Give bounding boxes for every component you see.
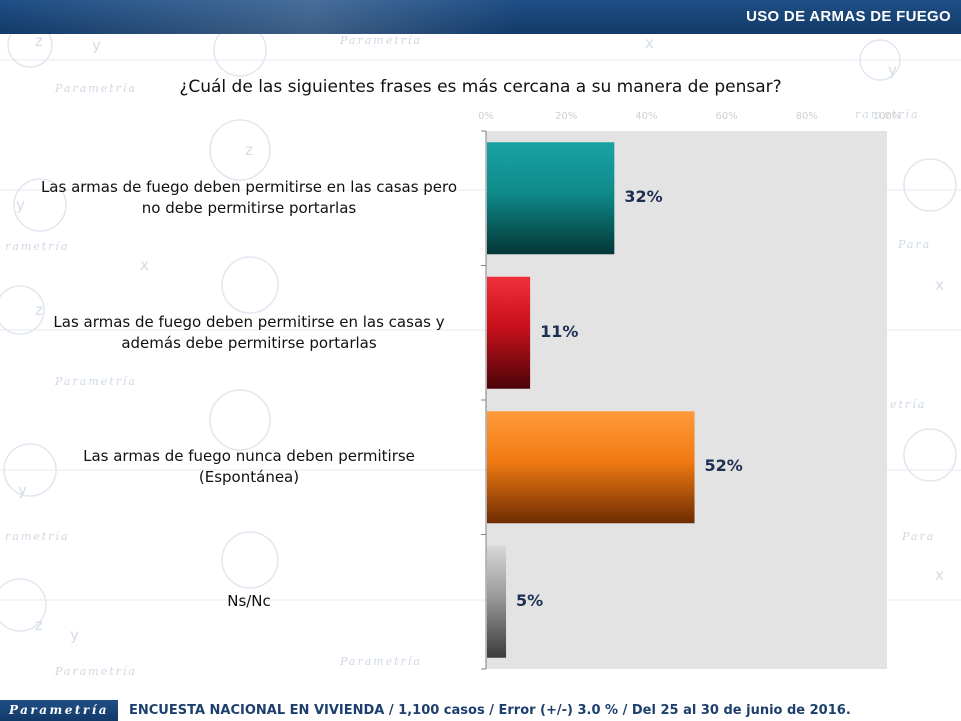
svg-text:Para: Para bbox=[897, 238, 931, 251]
value-label: 5% bbox=[516, 590, 544, 610]
svg-text:x: x bbox=[935, 276, 944, 294]
svg-text:etría: etría bbox=[890, 398, 926, 411]
bar-2 bbox=[487, 411, 695, 524]
svg-text:x: x bbox=[935, 566, 944, 584]
svg-text:Parametría: Parametría bbox=[54, 82, 137, 95]
svg-text:Parametría: Parametría bbox=[54, 375, 137, 388]
category-label-line1: Las armas de fuego deben permitirse en l… bbox=[40, 178, 458, 197]
x-tick-label: 100% bbox=[872, 111, 902, 122]
svg-text:y: y bbox=[888, 61, 897, 79]
question-text: ¿Cuál de las siguientes frases es más ce… bbox=[179, 77, 782, 97]
svg-text:rametría: rametría bbox=[855, 108, 920, 121]
category-label-line1: Las armas de fuego nunca deben permitirs… bbox=[83, 447, 415, 466]
header-band: USO DE ARMAS DE FUEGO bbox=[0, 0, 961, 34]
bar-3 bbox=[487, 545, 507, 658]
svg-text:Parametría: Parametría bbox=[339, 655, 422, 668]
svg-text:y: y bbox=[70, 626, 79, 644]
category-label-line1: Las armas de fuego deben permitirse en l… bbox=[53, 312, 445, 331]
header-highlight bbox=[0, 0, 520, 34]
x-axis-tick-labels: 0% 20% 40% 60% 80% 100% bbox=[478, 111, 901, 127]
survey-footnote: ENCUESTA NACIONAL EN VIVIENDA / 1,100 ca… bbox=[129, 703, 851, 718]
svg-text:y: y bbox=[18, 481, 27, 499]
value-label: 52% bbox=[704, 456, 743, 476]
x-tick-label: 60% bbox=[715, 111, 738, 122]
svg-text:z: z bbox=[245, 141, 253, 159]
svg-text:rametría: rametría bbox=[5, 530, 70, 543]
svg-text:Parametría: Parametría bbox=[54, 665, 137, 678]
svg-text:Parametría: Parametría bbox=[339, 34, 422, 47]
svg-text:z: z bbox=[35, 32, 43, 50]
category-label-line2: además debe permitirse portarlas bbox=[121, 333, 377, 352]
svg-text:rametría: rametría bbox=[5, 240, 70, 253]
bar-1 bbox=[487, 276, 531, 389]
value-label: 11% bbox=[540, 321, 579, 341]
category-label-line2: no debe permitirse portarlas bbox=[141, 199, 357, 218]
page-title: USO DE ARMAS DE FUEGO bbox=[746, 8, 951, 25]
svg-text:y: y bbox=[16, 196, 25, 214]
category-label: Las armas de fuego deben permitirse en l… bbox=[29, 177, 469, 219]
svg-text:Para: Para bbox=[901, 530, 935, 543]
parametria-logo: Parametría bbox=[0, 700, 118, 721]
category-label-line2: (Espontánea) bbox=[198, 468, 300, 487]
x-tick-label: 0% bbox=[478, 111, 494, 122]
svg-text:z: z bbox=[35, 616, 43, 634]
svg-text:y: y bbox=[92, 36, 101, 54]
x-tick-label: 80% bbox=[795, 111, 818, 122]
svg-text:z: z bbox=[35, 301, 43, 319]
svg-text:x: x bbox=[140, 256, 149, 274]
category-label: Ns/Nc bbox=[29, 591, 469, 612]
x-tick-label: 40% bbox=[635, 111, 658, 122]
svg-text:x: x bbox=[645, 34, 654, 52]
bar-0 bbox=[487, 142, 615, 255]
x-tick-label: 20% bbox=[555, 111, 578, 122]
category-label: Las armas de fuego deben permitirse en l… bbox=[29, 312, 469, 354]
value-label: 32% bbox=[624, 187, 663, 207]
category-label: Las armas de fuego nunca deben permitirs… bbox=[29, 446, 469, 488]
category-label-line1: Ns/Nc bbox=[227, 592, 271, 611]
